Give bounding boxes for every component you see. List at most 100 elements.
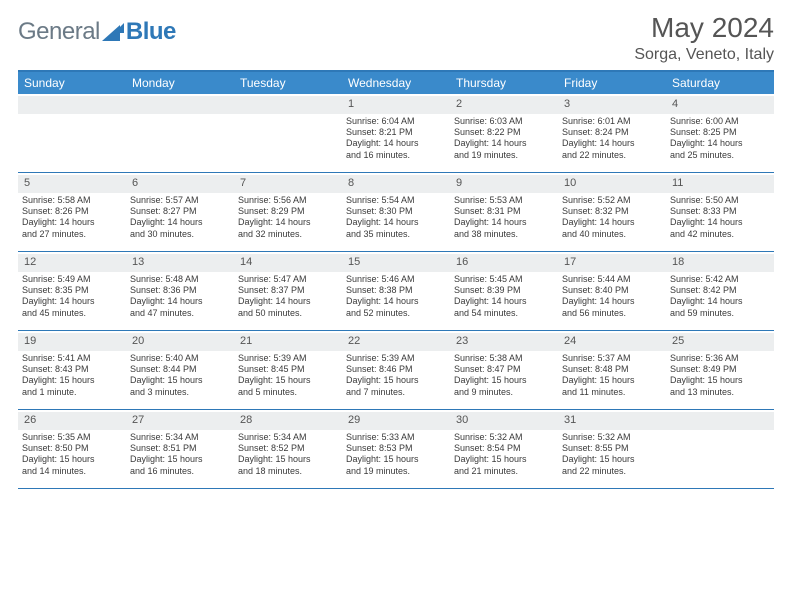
sunrise-text: Sunrise: 5:35 AM <box>22 432 122 443</box>
daylight-text: Daylight: 14 hours <box>346 296 446 307</box>
dow-tuesday: Tuesday <box>234 72 342 94</box>
sunset-text: Sunset: 8:52 PM <box>238 443 338 454</box>
daylight-text: Daylight: 14 hours <box>562 138 662 149</box>
day-number-empty <box>18 96 126 114</box>
day-number: 19 <box>18 333 126 351</box>
calendar-day <box>666 410 774 488</box>
day-number: 14 <box>234 254 342 272</box>
daylight-text: Daylight: 14 hours <box>346 217 446 228</box>
daylight-text: and 16 minutes. <box>346 150 446 161</box>
sunrise-text: Sunrise: 5:46 AM <box>346 274 446 285</box>
day-number: 1 <box>342 96 450 114</box>
calendar-day: 18Sunrise: 5:42 AMSunset: 8:42 PMDayligh… <box>666 252 774 330</box>
sunrise-text: Sunrise: 5:58 AM <box>22 195 122 206</box>
day-number: 29 <box>342 412 450 430</box>
daylight-text: Daylight: 15 hours <box>562 375 662 386</box>
calendar-day: 29Sunrise: 5:33 AMSunset: 8:53 PMDayligh… <box>342 410 450 488</box>
daylight-text: and 56 minutes. <box>562 308 662 319</box>
calendar-day: 28Sunrise: 5:34 AMSunset: 8:52 PMDayligh… <box>234 410 342 488</box>
calendar-day: 19Sunrise: 5:41 AMSunset: 8:43 PMDayligh… <box>18 331 126 409</box>
calendar-day: 30Sunrise: 5:32 AMSunset: 8:54 PMDayligh… <box>450 410 558 488</box>
daylight-text: and 22 minutes. <box>562 150 662 161</box>
calendar-day: 7Sunrise: 5:56 AMSunset: 8:29 PMDaylight… <box>234 173 342 251</box>
sunset-text: Sunset: 8:22 PM <box>454 127 554 138</box>
daylight-text: Daylight: 14 hours <box>670 217 770 228</box>
day-number-empty <box>126 96 234 114</box>
location-subtitle: Sorga, Veneto, Italy <box>634 46 774 64</box>
dow-wednesday: Wednesday <box>342 72 450 94</box>
month-title: May 2024 <box>634 12 774 44</box>
daylight-text: Daylight: 14 hours <box>22 217 122 228</box>
sunrise-text: Sunrise: 5:45 AM <box>454 274 554 285</box>
dow-friday: Friday <box>558 72 666 94</box>
sunrise-text: Sunrise: 6:04 AM <box>346 116 446 127</box>
day-number: 30 <box>450 412 558 430</box>
day-number: 9 <box>450 175 558 193</box>
sunrise-text: Sunrise: 5:50 AM <box>670 195 770 206</box>
day-number: 22 <box>342 333 450 351</box>
daylight-text: and 13 minutes. <box>670 387 770 398</box>
sunrise-text: Sunrise: 5:52 AM <box>562 195 662 206</box>
sunrise-text: Sunrise: 5:54 AM <box>346 195 446 206</box>
calendar-day: 21Sunrise: 5:39 AMSunset: 8:45 PMDayligh… <box>234 331 342 409</box>
day-number: 12 <box>18 254 126 272</box>
sunset-text: Sunset: 8:45 PM <box>238 364 338 375</box>
day-number: 5 <box>18 175 126 193</box>
daylight-text: and 1 minute. <box>22 387 122 398</box>
calendar-day: 23Sunrise: 5:38 AMSunset: 8:47 PMDayligh… <box>450 331 558 409</box>
calendar-day: 25Sunrise: 5:36 AMSunset: 8:49 PMDayligh… <box>666 331 774 409</box>
sunrise-text: Sunrise: 5:39 AM <box>346 353 446 364</box>
calendar-day: 9Sunrise: 5:53 AMSunset: 8:31 PMDaylight… <box>450 173 558 251</box>
sunrise-text: Sunrise: 5:44 AM <box>562 274 662 285</box>
calendar-week: 5Sunrise: 5:58 AMSunset: 8:26 PMDaylight… <box>18 173 774 252</box>
day-number: 10 <box>558 175 666 193</box>
day-number: 16 <box>450 254 558 272</box>
sunrise-text: Sunrise: 5:37 AM <box>562 353 662 364</box>
daylight-text: and 52 minutes. <box>346 308 446 319</box>
calendar-day <box>126 94 234 172</box>
daylight-text: and 59 minutes. <box>670 308 770 319</box>
daylight-text: and 50 minutes. <box>238 308 338 319</box>
sunset-text: Sunset: 8:35 PM <box>22 285 122 296</box>
calendar-day: 26Sunrise: 5:35 AMSunset: 8:50 PMDayligh… <box>18 410 126 488</box>
calendar-week: 26Sunrise: 5:35 AMSunset: 8:50 PMDayligh… <box>18 410 774 489</box>
sunset-text: Sunset: 8:47 PM <box>454 364 554 375</box>
daylight-text: and 38 minutes. <box>454 229 554 240</box>
sunrise-text: Sunrise: 5:34 AM <box>130 432 230 443</box>
sunset-text: Sunset: 8:29 PM <box>238 206 338 217</box>
sunset-text: Sunset: 8:46 PM <box>346 364 446 375</box>
sunrise-text: Sunrise: 5:38 AM <box>454 353 554 364</box>
day-number: 28 <box>234 412 342 430</box>
sunrise-text: Sunrise: 5:49 AM <box>22 274 122 285</box>
daylight-text: and 5 minutes. <box>238 387 338 398</box>
day-number: 2 <box>450 96 558 114</box>
daylight-text: and 11 minutes. <box>562 387 662 398</box>
daylight-text: Daylight: 14 hours <box>130 217 230 228</box>
calendar-day: 3Sunrise: 6:01 AMSunset: 8:24 PMDaylight… <box>558 94 666 172</box>
sunset-text: Sunset: 8:50 PM <box>22 443 122 454</box>
daylight-text: Daylight: 14 hours <box>22 296 122 307</box>
sunset-text: Sunset: 8:32 PM <box>562 206 662 217</box>
calendar-week: 1Sunrise: 6:04 AMSunset: 8:21 PMDaylight… <box>18 94 774 173</box>
sunrise-text: Sunrise: 5:39 AM <box>238 353 338 364</box>
sunset-text: Sunset: 8:44 PM <box>130 364 230 375</box>
daylight-text: Daylight: 15 hours <box>238 454 338 465</box>
sunrise-text: Sunrise: 5:53 AM <box>454 195 554 206</box>
daylight-text: Daylight: 15 hours <box>130 375 230 386</box>
calendar-day: 16Sunrise: 5:45 AMSunset: 8:39 PMDayligh… <box>450 252 558 330</box>
sunrise-text: Sunrise: 5:47 AM <box>238 274 338 285</box>
sunrise-text: Sunrise: 5:48 AM <box>130 274 230 285</box>
daylight-text: and 42 minutes. <box>670 229 770 240</box>
calendar-day: 6Sunrise: 5:57 AMSunset: 8:27 PMDaylight… <box>126 173 234 251</box>
calendar-day: 17Sunrise: 5:44 AMSunset: 8:40 PMDayligh… <box>558 252 666 330</box>
daylight-text: Daylight: 14 hours <box>130 296 230 307</box>
sunrise-text: Sunrise: 6:01 AM <box>562 116 662 127</box>
logo-text-blue: Blue <box>126 18 176 46</box>
sunrise-text: Sunrise: 5:56 AM <box>238 195 338 206</box>
daylight-text: and 3 minutes. <box>130 387 230 398</box>
page-header: General Blue May 2024 Sorga, Veneto, Ita… <box>18 12 774 64</box>
calendar-day: 13Sunrise: 5:48 AMSunset: 8:36 PMDayligh… <box>126 252 234 330</box>
daylight-text: Daylight: 15 hours <box>670 375 770 386</box>
daylight-text: Daylight: 14 hours <box>454 217 554 228</box>
dow-monday: Monday <box>126 72 234 94</box>
